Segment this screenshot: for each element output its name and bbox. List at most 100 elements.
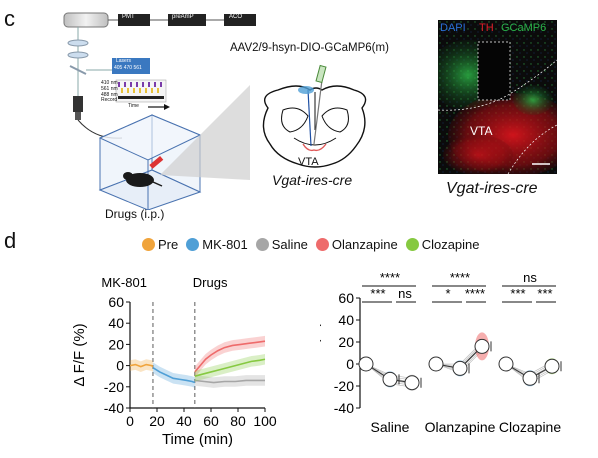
sig-label-right: **** xyxy=(465,286,485,301)
objective-icon xyxy=(73,96,83,112)
sig-label-top: **** xyxy=(450,270,470,285)
vta-region xyxy=(302,143,327,152)
x-tick-label: 0 xyxy=(126,413,134,429)
micro-caption: Vgat-ires-cre xyxy=(446,180,538,197)
rig-lasers-label: Lasers xyxy=(116,58,132,64)
x-tick-label: 80 xyxy=(230,413,246,429)
legend-swatch-mk801 xyxy=(186,238,200,251)
syringe-icon xyxy=(149,155,164,169)
fiber-track xyxy=(477,41,511,101)
y-tick-label: 20 xyxy=(338,334,354,350)
brain-mouse-line: Vgat-ires-cre xyxy=(272,172,353,188)
y-axis-label: Δ F/F (%) xyxy=(71,323,88,386)
micro-vta-label: VTA xyxy=(470,124,493,138)
lens-icon xyxy=(67,39,89,47)
mean-point xyxy=(498,356,514,372)
brain-section-schematic xyxy=(262,64,367,168)
sig-label-top: ns xyxy=(523,270,537,285)
legend-label-saline: Saline xyxy=(271,237,308,252)
mean-point xyxy=(358,356,374,372)
legend: Pre MK-801 Saline Olanzapine Clozapine xyxy=(142,237,480,252)
series-band-olanzapine xyxy=(194,335,265,378)
x-tick-label: 20 xyxy=(149,413,165,429)
rig-trace-410: 410 nm xyxy=(101,80,118,86)
micro-gcamp-label: GCaMP6 xyxy=(501,22,547,34)
series-line-clozapine xyxy=(194,358,266,377)
x-tick-label: 100 xyxy=(253,413,277,429)
sig-label-left: *** xyxy=(510,286,525,301)
zoom-cone xyxy=(160,85,250,180)
laser-box xyxy=(112,58,150,74)
micro-th-label: TH xyxy=(479,22,494,34)
series-band-mk-801 xyxy=(152,362,195,388)
group-comparison-chart: -40-200204060Δ F/F (%)*******nsSaline***… xyxy=(320,270,562,435)
dichroic-mirror-icon xyxy=(69,65,87,75)
rig-time-label: Time xyxy=(128,103,139,109)
y-tick-label: -40 xyxy=(104,400,124,416)
mouse-icon xyxy=(126,173,154,187)
panel-d-label: d xyxy=(4,228,17,253)
rig-trace-561: 561 nm xyxy=(101,86,118,92)
virus-label: AAV2/9-hsyn-DIO-GCaMP6(m) xyxy=(230,42,389,54)
y-tick-label: 0 xyxy=(346,356,354,372)
legend-item-saline: Saline xyxy=(255,237,308,252)
sig-label-left: * xyxy=(445,286,450,301)
y-tick-label: 20 xyxy=(108,336,124,352)
x-tick-label: 60 xyxy=(203,413,219,429)
legend-swatch-olanzapine xyxy=(315,238,329,251)
injection-needle xyxy=(313,79,323,145)
sig-label-right: *** xyxy=(537,286,552,301)
series-line-mk-801 xyxy=(152,367,196,384)
mean-point xyxy=(382,371,398,387)
event-marker-label: Drugs xyxy=(193,275,228,290)
legend-item-olanzapine: Olanzapine xyxy=(315,237,398,252)
brain-vta-label: VTA xyxy=(298,156,319,168)
series-line-saline xyxy=(194,379,265,384)
legend-swatch-pre xyxy=(142,238,155,251)
y-tick-label: -20 xyxy=(104,379,124,395)
mean-point xyxy=(474,338,490,354)
sig-label-left: *** xyxy=(370,286,385,301)
event-marker-label: MK-801 xyxy=(101,275,147,290)
mean-point xyxy=(428,356,444,372)
rig-trace-record: Record xyxy=(101,97,118,103)
y-tick-label: 0 xyxy=(116,358,124,374)
category-label: Clozapine xyxy=(499,419,561,435)
vta-histology-image xyxy=(438,20,557,174)
legend-swatch-clozapine xyxy=(405,238,419,251)
x-axis-label: Time (min) xyxy=(162,431,233,448)
preamp-box xyxy=(168,14,206,26)
drugs-ip-label: Drugs (i.p.) xyxy=(105,207,165,221)
pmt-box xyxy=(118,14,150,26)
y-tick-label: 60 xyxy=(108,294,124,310)
y-tick-label: 60 xyxy=(338,290,354,306)
legend-label-olanzapine: Olanzapine xyxy=(331,237,398,252)
legend-label-mk801: MK-801 xyxy=(202,237,248,252)
mean-point xyxy=(522,370,538,386)
rig-pmt-label: PMT xyxy=(122,14,135,20)
series-line-pre xyxy=(129,363,154,368)
legend-label-clozapine: Clozapine xyxy=(421,237,480,252)
y-tick-label: 40 xyxy=(108,315,124,331)
y-tick-label: -20 xyxy=(334,378,354,394)
light-source-icon xyxy=(63,12,109,28)
series-line-olanzapine xyxy=(194,340,266,373)
rig-preamp-label: preAmP xyxy=(172,14,194,20)
y-tick-label: 40 xyxy=(338,312,354,328)
y-axis-label: Δ F/F (%) xyxy=(320,321,322,384)
rig-aco-label: ACO xyxy=(229,14,243,20)
mean-point xyxy=(404,375,420,391)
vta-boundary xyxy=(438,59,557,111)
sig-label-top: **** xyxy=(380,270,400,285)
category-label: Saline xyxy=(371,419,410,435)
x-tick-label: 40 xyxy=(176,413,192,429)
virus-syringe-icon xyxy=(315,64,327,84)
legend-item-clozapine: Clozapine xyxy=(405,237,480,252)
category-label: Olanzapine xyxy=(425,419,496,435)
micro-dapi-label: DAPI xyxy=(440,22,466,34)
legend-item-pre: Pre xyxy=(142,237,178,252)
rig-laser-lines-label: 405 470 561 xyxy=(114,65,142,71)
aco-box xyxy=(224,14,256,26)
panel-c-label: c xyxy=(4,6,15,31)
mean-point xyxy=(544,358,560,374)
